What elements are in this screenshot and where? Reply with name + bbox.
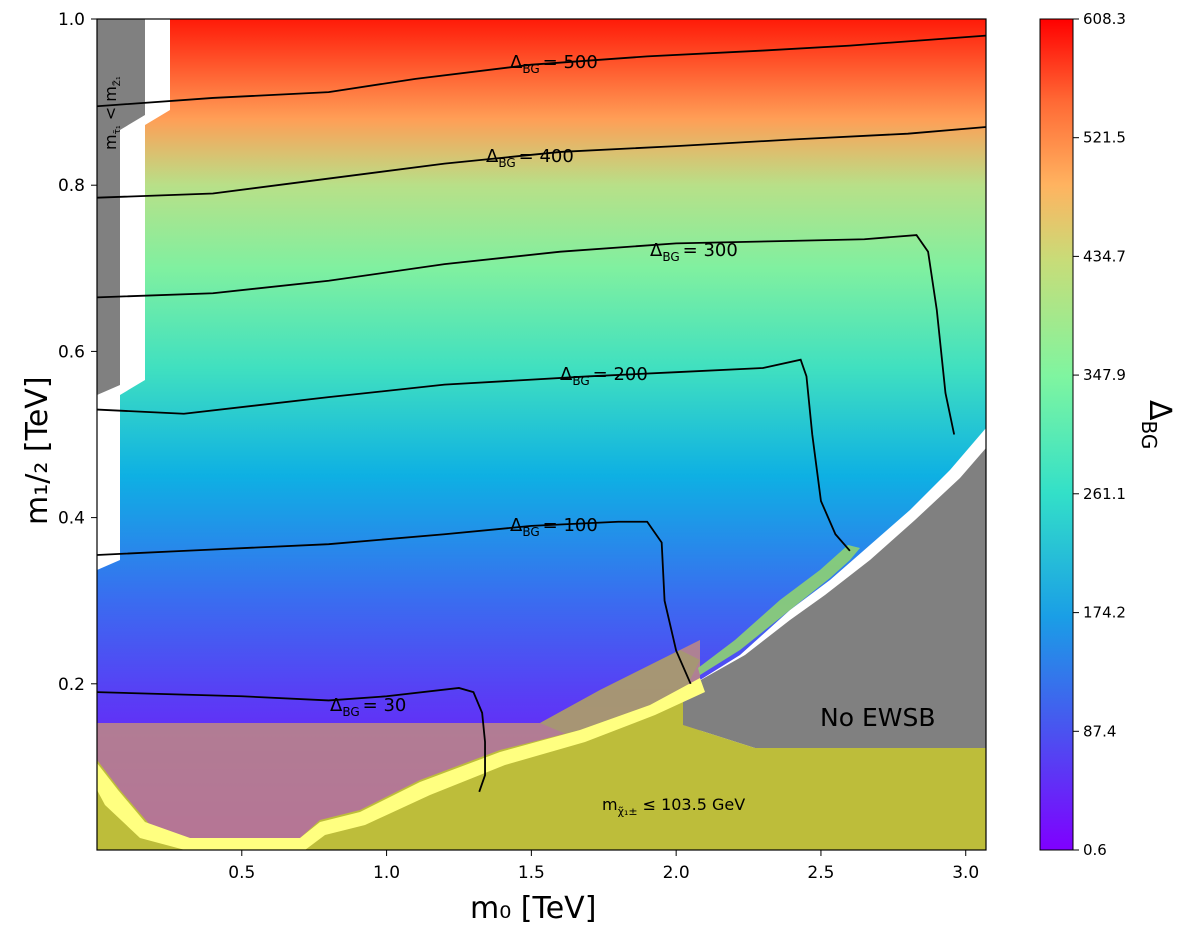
x-tick-label: 2.5 [807,863,834,883]
contour-line-30 [97,687,486,793]
chargino-bound-label: mχ̃₁± ≤ 103.5 GeV [602,795,745,818]
contour-label-100: ΔBG = 100 [510,515,598,539]
colorbar-tick-label: 261.1 [1083,485,1126,503]
contour-lines [97,34,986,793]
contour-line-400 [97,126,986,199]
colorbar-tick-label: 434.7 [1083,247,1126,265]
contour-label-400: ΔBG = 400 [486,146,574,170]
x-tick-label: 0.5 [228,863,255,883]
plot-frame [96,18,987,851]
y-tick-label: 1.0 [58,10,85,30]
chargino-bound-region [97,690,986,850]
colorbar-tick-label: 347.9 [1083,366,1126,384]
y-tick-label: 0.8 [58,176,85,196]
colorbar [1039,18,1074,851]
y-axis-label: m₁/₂ [TeV] [20,376,55,525]
yellow-boundary-band [97,678,705,850]
contour-label-500: ΔBG = 500 [510,52,598,76]
x-tick-label: 1.0 [373,863,400,883]
contour-line-200 [97,358,851,552]
colorbar-tick-label: 608.3 [1083,10,1126,28]
no-ewsb-region [683,448,986,748]
contour-label-30: ΔBG = 30 [330,695,406,719]
x-axis-ticks: 0.5 1.0 1.5 2.0 2.5 3.0 [228,850,979,883]
x-tick-label: 1.5 [518,863,545,883]
colorbar-tick-label: 0.6 [1083,841,1107,859]
y-tick-label: 0.2 [58,675,85,695]
colorbar-label: ΔBG [1137,400,1177,449]
green-edge-band [698,545,860,675]
x-tick-label: 2.0 [663,863,690,883]
stau-lsp-label: mτ̃₁ < mZ̃₁ [101,76,123,150]
x-axis-label: m₀ [TeV] [470,891,596,926]
y-tick-label: 0.4 [58,509,85,529]
no-ewsb-label: No EWSB [820,703,935,732]
colorbar-tick-label: 174.2 [1083,604,1126,622]
x-tick-label: 3.0 [952,863,979,883]
contour-labels: ΔBG = 500 ΔBG = 400 ΔBG = 300 ΔBG = 200 ΔBG =… [330,52,738,719]
contour-label-300: ΔBG = 300 [650,240,738,264]
colorbar-ticks: 0.6 87.4 174.2 261.1 347.9 434.7 521.5 608.3 [1073,10,1126,859]
colorbar-tick-label: 521.5 [1083,129,1126,147]
contour-label-200: ΔBG = 200 [560,364,648,388]
y-tick-label: 0.6 [58,342,85,362]
heatmap-field [97,19,986,850]
contour-line-500 [97,34,986,108]
transition-shading [540,650,700,740]
y-axis-ticks: 0.2 0.4 0.6 0.8 1.0 [58,10,97,695]
contour-line-100 [97,520,692,685]
colorbar-tick-label: 87.4 [1083,722,1116,740]
stau-lsp-region [97,19,145,395]
contour-line-300 [97,234,956,435]
